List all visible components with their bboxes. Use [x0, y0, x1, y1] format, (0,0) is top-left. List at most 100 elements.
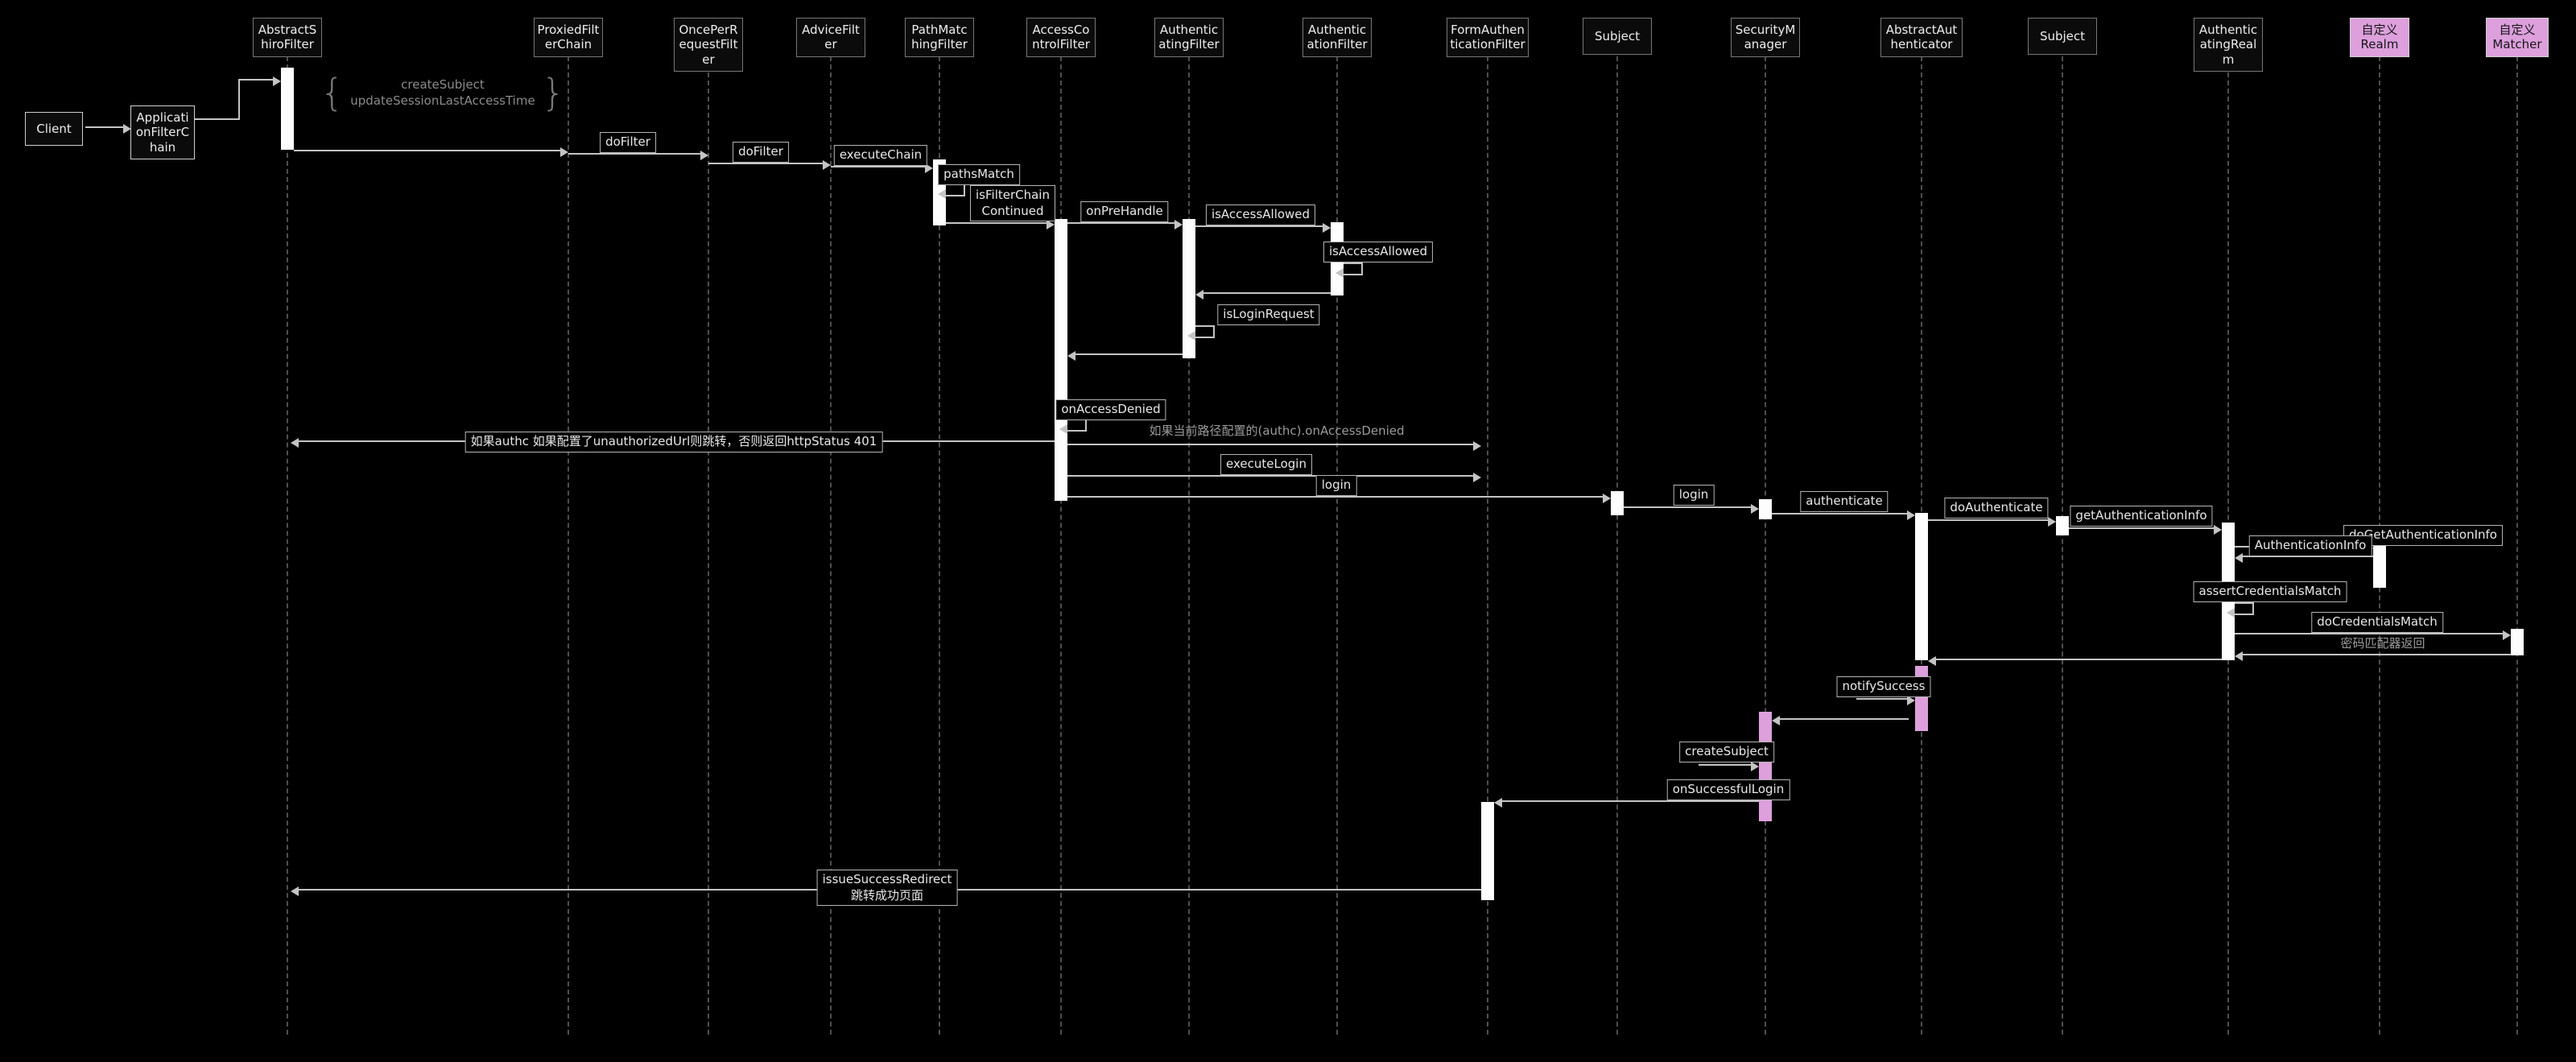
participant-authenticating-realm: AuthenticatingRealm — [2194, 18, 2263, 72]
label-on-access-denied: onAccessDenied — [1055, 399, 1166, 420]
arrow-is-access-allowed — [1195, 223, 1331, 233]
arrowhead — [938, 189, 946, 199]
lifeline-custom-matcher — [2516, 56, 2518, 1035]
label-matcher-return: 密码匹配器返回 — [2340, 636, 2425, 651]
participant-subject-2: Subject — [2028, 18, 2097, 55]
label-do-filter-1: doFilter — [600, 132, 656, 153]
label-do-credentials-match: doCredentialsMatch — [2311, 612, 2443, 633]
arrowhead — [2214, 525, 2222, 535]
lifeline-proxied-filter-chain — [568, 56, 569, 1035]
arrow-notify-success — [1856, 696, 1915, 705]
participant-once-per-request-filter: OncePerRequestFilter — [674, 18, 743, 72]
participant-client: Client — [25, 112, 83, 146]
arrow-authenticate — [1772, 510, 1915, 520]
selfcall-is-access-allowed — [1335, 262, 1363, 278]
arrow-get-authentication-info — [2069, 525, 2222, 535]
label-authenticate: authenticate — [1800, 491, 1889, 512]
label-is-access-allowed-1: isAccessAllowed — [1205, 205, 1316, 225]
participant-form-authentication-filter: FormAuthenticationFilter — [1447, 18, 1529, 57]
arrowhead — [2503, 630, 2511, 640]
arrow-login-to-security-manager — [1624, 504, 1759, 514]
label-get-authentication-info: getAuthenticationInfo — [2070, 506, 2213, 527]
arrow-do-authenticate — [1928, 517, 2056, 527]
lifeline-abstract-shiro-filter — [287, 56, 288, 1035]
participant-abstract-shiro-filter: AbstractShiroFilter — [253, 18, 322, 57]
arrow-return-to-security-manager — [1772, 716, 1909, 725]
arrow-filter-chain-elbow-v — [238, 79, 240, 120]
activation-access-control-filter — [1055, 219, 1067, 501]
participant-subject: Subject — [1583, 18, 1652, 55]
participant-access-control-filter: AccessControlFilter — [1026, 18, 1096, 57]
participant-custom-realm: 自定义 Realm — [2350, 18, 2409, 57]
lifeline-advice-filter — [830, 56, 832, 1035]
participant-path-matching-filter: PathMatchingFilter — [905, 18, 974, 57]
participant-advice-filter: AdviceFilter — [796, 18, 865, 57]
arrow-matcher-return — [2235, 651, 2511, 661]
activation-security-manager — [1759, 499, 1772, 519]
arrowhead — [1928, 656, 1936, 666]
activation-form-authentication-filter — [1481, 802, 1494, 900]
arrowhead — [273, 76, 281, 86]
activation-authenticating-filter — [1183, 219, 1195, 358]
label-execute-login: executeLogin — [1220, 454, 1312, 475]
arrow-login-to-subject — [1067, 494, 1611, 503]
label-on-pre-handle: onPreHandle — [1080, 201, 1169, 222]
label-on-access-denied-call: 如果当前路径配置的(authc).onAccessDenied — [1149, 424, 1405, 438]
selfcall-is-login-request — [1187, 325, 1215, 341]
arrowhead — [823, 160, 831, 170]
arrowhead — [1473, 441, 1481, 451]
label-is-login-request: isLoginRequest — [1217, 304, 1320, 325]
arrowhead — [1046, 220, 1055, 229]
label-login-2: login — [1673, 485, 1715, 506]
arrow-is-filter-chain-continued — [946, 220, 1055, 229]
arrow-do-credentials-match — [2235, 630, 2511, 640]
label-is-filter-chain-continued: isFilterChain Continued — [970, 185, 1055, 221]
selfcall-assert-credentials-match — [2227, 602, 2254, 618]
arrowhead — [1335, 268, 1344, 278]
arrowhead — [1473, 473, 1481, 482]
arrowhead — [2235, 651, 2243, 661]
participant-authentication-filter: AuthenticationFilter — [1302, 18, 1372, 57]
arrow-execute-chain — [831, 163, 933, 173]
arrow-shiro-to-proxied — [294, 147, 568, 157]
label-assert-credentials-match: assertCredentialsMatch — [2193, 581, 2347, 602]
arrowhead — [2235, 553, 2243, 563]
arrow-filter-chain-to-shiro-filter — [238, 76, 281, 86]
label-paths-match: pathsMatch — [938, 164, 1020, 185]
arrowhead — [1323, 223, 1331, 233]
lifeline-once-per-request-filter — [708, 56, 709, 1035]
label-do-authenticate: doAuthenticate — [1944, 498, 2049, 519]
arrow-do-filter-1 — [568, 151, 708, 160]
arrowhead — [925, 163, 933, 173]
label-execute-chain: executeChain — [833, 145, 928, 166]
arrowhead — [560, 147, 568, 157]
label-issue-success-redirect: issueSuccessRedirect 跳转成功页面 — [816, 870, 958, 906]
arrowhead — [700, 151, 708, 160]
note-create-subject: createSubject updateSessionLastAccessTim… — [320, 68, 565, 118]
participant-security-manager: SecurityManager — [1731, 18, 1800, 57]
arrow-execute-login — [1067, 473, 1481, 482]
arrowhead — [1494, 798, 1502, 808]
arrowhead — [1772, 716, 1780, 725]
arrow-create-subject — [1699, 762, 1759, 771]
arrow-on-successful-login — [1494, 798, 1759, 808]
lifeline-authentication-filter — [1336, 56, 1338, 1035]
arrow-on-pre-handle — [1067, 220, 1183, 229]
lifeline-subject — [1616, 56, 1618, 1035]
activation-custom-realm — [2373, 539, 2386, 588]
arrowhead — [2227, 608, 2235, 618]
participant-application-filter-chain: ApplicationFilterChain — [130, 105, 195, 159]
arrowhead — [291, 438, 299, 448]
label-do-filter-2: doFilter — [733, 142, 789, 163]
lifeline-access-control-filter — [1060, 56, 1062, 1035]
arrowhead — [123, 124, 131, 134]
lifeline-form-authentication-filter — [1487, 56, 1488, 1035]
label-notify-success: notifySuccess — [1836, 676, 1931, 697]
arrowhead — [1067, 351, 1075, 361]
label-create-subject: createSubject — [1679, 742, 1774, 762]
selfcall-on-access-denied — [1059, 419, 1087, 434]
selfcall-paths-match — [938, 184, 965, 199]
lifeline-security-manager — [1765, 56, 1766, 1035]
arrowhead — [1907, 510, 1915, 520]
